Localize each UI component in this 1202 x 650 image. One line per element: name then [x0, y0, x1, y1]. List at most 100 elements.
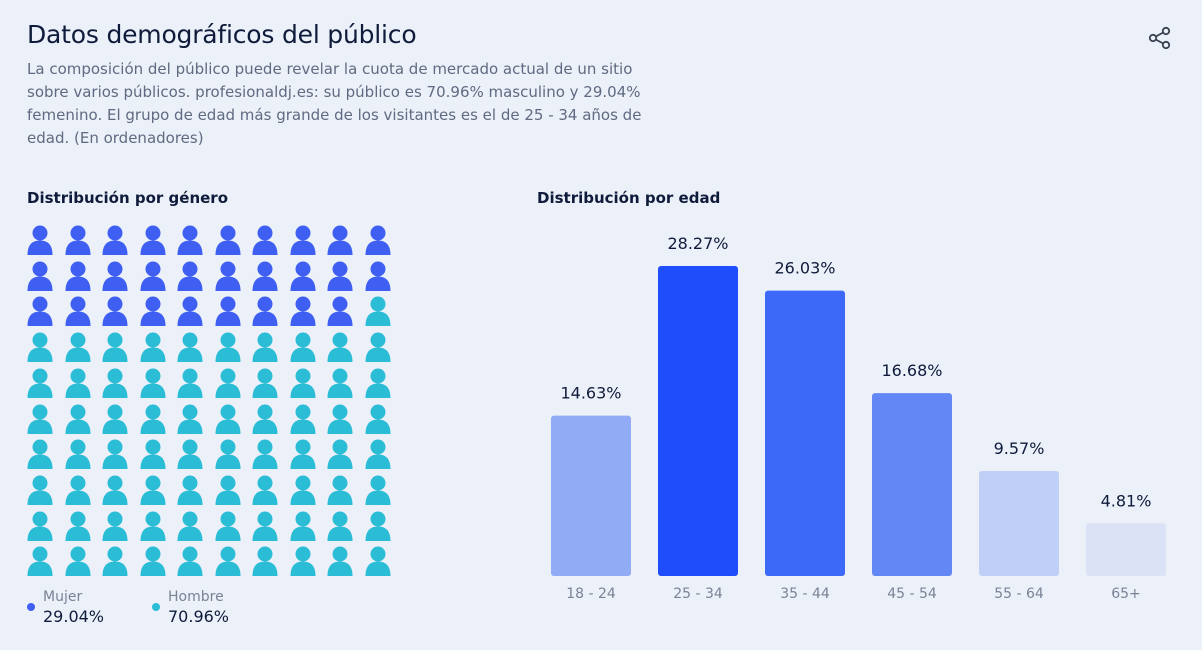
person-icon-men	[27, 511, 53, 541]
person-icon-men	[102, 368, 128, 398]
person-icon-women	[290, 225, 315, 255]
person-icon-men	[27, 546, 53, 577]
person-icon-men	[327, 439, 353, 470]
person-icon-men	[215, 404, 240, 434]
person-icon-men	[65, 439, 90, 470]
person-icon-men	[290, 439, 315, 470]
bar-value-label: 14.63%	[560, 384, 621, 403]
person-icon-men	[327, 332, 353, 363]
person-icon-men	[252, 332, 278, 363]
person-icon-men	[365, 439, 390, 470]
person-icon-women	[252, 296, 278, 327]
x-tick-label: 55 - 64	[994, 586, 1044, 602]
person-icon-men	[365, 404, 390, 434]
person-icon-men	[215, 511, 240, 541]
person-icon-men	[252, 475, 278, 505]
person-icon-men	[27, 404, 53, 434]
person-icon-men	[365, 368, 390, 398]
person-icon-women	[177, 296, 203, 327]
person-icon-men	[327, 368, 353, 398]
age-bar[interactable]	[979, 471, 1059, 576]
person-icon-men	[215, 368, 240, 398]
share-icon[interactable]	[1146, 24, 1174, 52]
women-label: Mujer	[43, 589, 83, 605]
person-icon-men	[290, 546, 315, 577]
bar-value-label: 16.68%	[881, 361, 942, 380]
person-icon-men	[177, 546, 203, 577]
person-icon-men	[327, 546, 353, 577]
person-icon-women	[327, 296, 353, 327]
gender-heading: Distribución por género	[27, 189, 229, 207]
person-icon-women	[177, 225, 203, 255]
person-icon-women	[215, 225, 240, 255]
person-icon-men	[65, 475, 90, 505]
person-icon-men	[215, 439, 240, 470]
person-icon-men	[290, 404, 315, 434]
person-icon-men	[365, 332, 390, 363]
person-icon-men	[177, 511, 203, 541]
person-icon-men	[177, 475, 203, 505]
age-bar[interactable]	[551, 415, 631, 576]
person-icon-men	[140, 546, 165, 577]
person-icon-women	[290, 296, 315, 327]
person-icon-women	[102, 225, 128, 255]
page-title: Datos demográficos del público	[27, 20, 417, 49]
age-bar[interactable]	[872, 393, 952, 576]
x-tick-label: 45 - 54	[887, 586, 937, 602]
person-icon-women	[215, 296, 240, 327]
person-icon-women	[140, 296, 165, 327]
description: La composición del público puede revelar…	[27, 60, 642, 147]
person-icon-men	[252, 511, 278, 541]
person-icon-men	[140, 511, 165, 541]
person-icon-men	[252, 404, 278, 434]
person-icon-women	[365, 225, 390, 255]
person-icon-men	[365, 296, 390, 327]
bar-value-label: 4.81%	[1101, 491, 1152, 510]
person-icon-men	[327, 511, 353, 541]
person-icon-men	[177, 332, 203, 363]
person-icon-women	[327, 261, 353, 291]
person-icon-women	[140, 261, 165, 291]
person-icon-women	[27, 225, 53, 255]
person-icon-men	[215, 475, 240, 505]
person-icon-men	[365, 511, 390, 541]
person-icon-men	[327, 475, 353, 505]
person-icon-men	[252, 368, 278, 398]
person-icon-men	[290, 368, 315, 398]
person-icon-women	[177, 261, 203, 291]
person-icon-men	[27, 332, 53, 363]
person-icon-men	[27, 439, 53, 470]
person-icon-men	[365, 475, 390, 505]
person-icon-women	[65, 225, 90, 255]
person-icon-women	[252, 225, 278, 255]
person-icon-men	[102, 404, 128, 434]
person-icon-men	[290, 511, 315, 541]
person-icon-women	[65, 296, 90, 327]
age-bar[interactable]	[765, 290, 845, 576]
person-icon-men	[65, 332, 90, 363]
person-icon-women	[252, 261, 278, 291]
person-icon-men	[215, 546, 240, 577]
person-icon-men	[140, 368, 165, 398]
person-icon-women	[290, 261, 315, 291]
bar-value-label: 9.57%	[994, 439, 1045, 458]
person-icon-men	[365, 546, 390, 577]
person-icon-women	[215, 261, 240, 291]
person-icon-women	[27, 261, 53, 291]
x-tick-label: 35 - 44	[780, 586, 830, 602]
person-icon-men	[102, 511, 128, 541]
person-icon-men	[65, 511, 90, 541]
person-icon-men	[252, 439, 278, 470]
person-icon-men	[140, 404, 165, 434]
gender-pictogram	[25, 224, 395, 584]
age-bar[interactable]	[1086, 523, 1166, 576]
age-bar-chart: 14.63% 18 - 24 28.27% 25 - 34 26.03% 35 - 44 1…	[551, 234, 1166, 602]
person-icon-men	[177, 439, 203, 470]
person-icon-men	[177, 404, 203, 434]
age-bar[interactable]	[658, 266, 738, 576]
women-value: 29.04%	[43, 607, 105, 626]
person-icon-women	[365, 261, 390, 291]
person-icon-men	[27, 475, 53, 505]
person-icon-men	[252, 546, 278, 577]
bar-value-label: 26.03%	[774, 259, 835, 278]
